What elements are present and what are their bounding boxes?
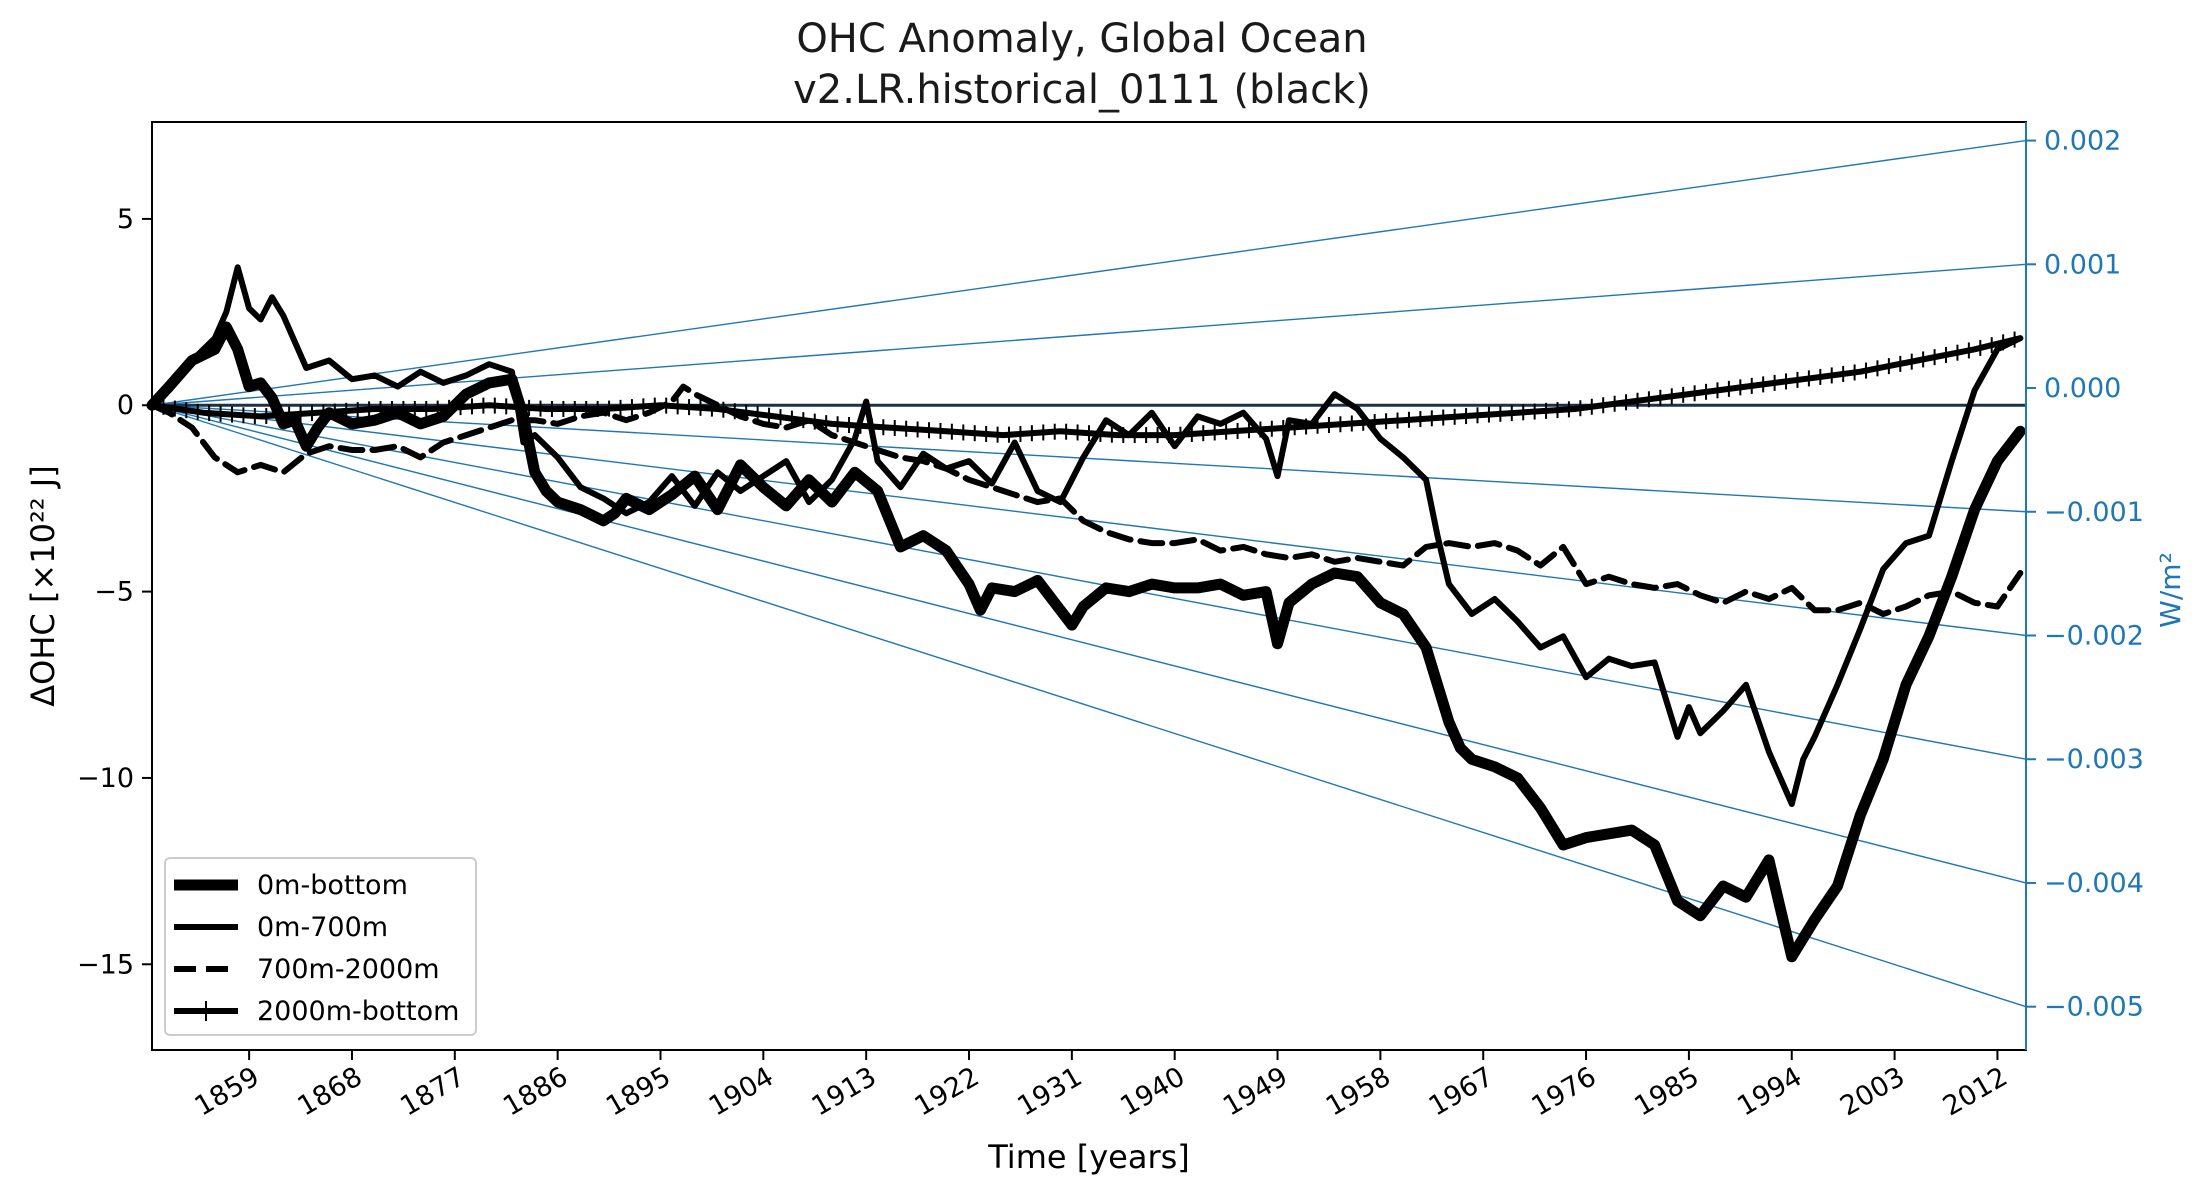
reference-line <box>151 139 2027 406</box>
chart-subtitle: v2.LR.historical_0111 (black) <box>793 67 1371 113</box>
right-axis-ticks: 0.002 0.001 0.000 −0.001 −0.002 −0.003 −0.004 −… <box>2025 122 2144 1050</box>
reference-line <box>151 404 2027 760</box>
reference-line <box>151 404 2027 513</box>
y-tick-label: 5 <box>117 204 134 235</box>
y-tick-label: −5 <box>94 577 134 608</box>
reference-line <box>151 263 2027 406</box>
series-lines <box>146 264 2026 963</box>
legend-label: 700m-2000m <box>257 954 440 985</box>
legend-box <box>164 857 477 1036</box>
right-tick-label: 0.001 <box>2044 249 2121 280</box>
right-tick-label: −0.001 <box>2044 497 2144 528</box>
right-tick-label: −0.002 <box>2044 620 2144 651</box>
series-line-0m-700m <box>149 264 2024 807</box>
y-tick-label: 0 <box>117 390 134 421</box>
legend-label: 0m-700m <box>257 912 388 943</box>
legend-label: 0m-bottom <box>257 870 408 901</box>
series-line-0m-bottom <box>146 321 2026 963</box>
legend: 0m-bottom 0m-700m 700m-2000m 2000m-bottom <box>164 857 477 1036</box>
right-tick-label: −0.005 <box>2044 992 2144 1023</box>
right-tick-label: 0.000 <box>2044 373 2121 404</box>
right-axis-label: W/m² <box>2154 552 2187 628</box>
right-tick-label: −0.003 <box>2044 744 2144 775</box>
series-line-700m-2000m <box>149 383 2024 617</box>
legend-label: 2000m-bottom <box>257 996 459 1027</box>
right-tick-label: 0.002 <box>2044 126 2121 157</box>
reference-line <box>151 404 2027 884</box>
y-axis-ticks: 5 0 −5 −10 −15 <box>77 204 152 980</box>
x-axis-label: Time [years] <box>987 1138 1190 1176</box>
right-tick-label: −0.004 <box>2044 868 2144 899</box>
y-axis-label: ΔOHC [×10²² J] <box>24 465 62 706</box>
y-tick-label: −15 <box>77 949 134 980</box>
y-tick-label: −10 <box>77 763 134 794</box>
chart-title: OHC Anomaly, Global Ocean <box>796 16 1367 62</box>
